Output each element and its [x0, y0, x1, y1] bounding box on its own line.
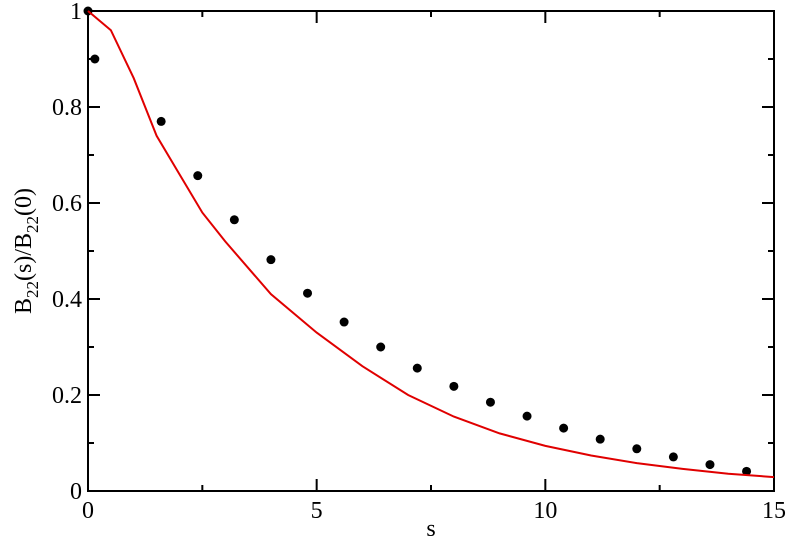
- curve: [87, 10, 775, 479]
- y-tick-label: 1: [70, 0, 82, 25]
- plot-frame: [87, 10, 775, 492]
- y-label-sub: 22: [23, 216, 42, 233]
- data-point: [632, 444, 642, 454]
- data-point: [303, 288, 313, 298]
- x-tick-label: 0: [82, 498, 94, 524]
- data-point: [193, 171, 203, 181]
- y-tick-label: 0.8: [52, 95, 82, 121]
- data-point: [559, 423, 569, 433]
- data-point: [266, 255, 276, 265]
- x-tick-label: 5: [311, 498, 323, 524]
- data-point: [742, 466, 752, 476]
- x-axis-label: s: [426, 516, 435, 542]
- data-point: [90, 54, 100, 64]
- y-axis-label: B22(s)/B22(0): [11, 188, 42, 314]
- data-point: [376, 342, 386, 352]
- y-label-sub: 22: [23, 281, 42, 298]
- y-label-part: (0): [11, 188, 37, 216]
- data-point: [449, 381, 459, 391]
- data-point: [668, 452, 678, 462]
- data-point: [412, 363, 422, 373]
- data-point: [156, 116, 166, 126]
- y-tick-label: 0.4: [52, 287, 82, 313]
- data-point: [339, 317, 349, 327]
- data-point: [705, 460, 715, 470]
- y-tick-label: 0: [70, 479, 82, 505]
- data-point: [485, 397, 495, 407]
- x-tick-label: 10: [533, 498, 557, 524]
- data-point: [522, 411, 532, 421]
- y-tick-label: 0.2: [52, 383, 82, 409]
- x-tick-label: 15: [762, 498, 786, 524]
- y-tick-label: 0.6: [52, 191, 82, 217]
- y-label-part: (s)/B: [11, 233, 37, 281]
- data-point: [595, 434, 605, 444]
- y-label-part: B: [11, 298, 37, 314]
- data-point: [229, 215, 239, 225]
